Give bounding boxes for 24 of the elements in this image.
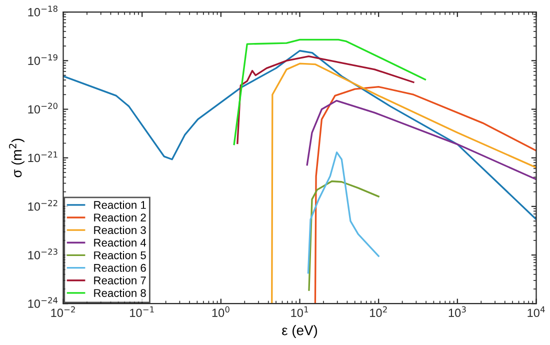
x-tick-label: 10$^{4}$ <box>528 306 545 318</box>
y-tick-label: 10$^{−20}$ <box>28 102 58 114</box>
x-tick-label: 10$^{3}$ <box>448 306 466 318</box>
legend-label: Reaction 7 <box>94 276 146 284</box>
legend-label: Reaction 4 <box>94 238 146 247</box>
y-tick-label: 10$^{−23}$ <box>28 248 58 260</box>
legend-label: Reaction 1 <box>94 200 146 209</box>
y-tick-label: 10$^{−21}$ <box>28 151 58 162</box>
y-axis-title: σ (m$^{2}$) <box>9 138 24 178</box>
legend-label: Reaction 6 <box>94 264 146 272</box>
y-tick-label: 10$^{−18}$ <box>28 6 58 16</box>
legend-label: Reaction 8 <box>94 288 146 297</box>
legend-label: Reaction 2 <box>94 213 146 222</box>
y-tick-label: 10$^{−22}$ <box>28 200 58 211</box>
y-tick-label: 10$^{−24}$ <box>28 297 58 308</box>
x-tick-label: 10$^{−2}$ <box>51 306 75 318</box>
x-tick-label: 10$^{−1}$ <box>130 306 154 318</box>
x-tick-label: 10$^{1}$ <box>291 306 308 318</box>
x-tick-label: 10$^{0}$ <box>212 306 230 318</box>
x-tick-label: 10$^{2}$ <box>370 306 387 318</box>
legend-label: Reaction 3 <box>94 226 146 234</box>
legend-label: Reaction 5 <box>94 251 146 260</box>
y-tick-label: 10$^{−19}$ <box>28 54 58 65</box>
x-axis-title: ε (eV) <box>282 325 318 338</box>
